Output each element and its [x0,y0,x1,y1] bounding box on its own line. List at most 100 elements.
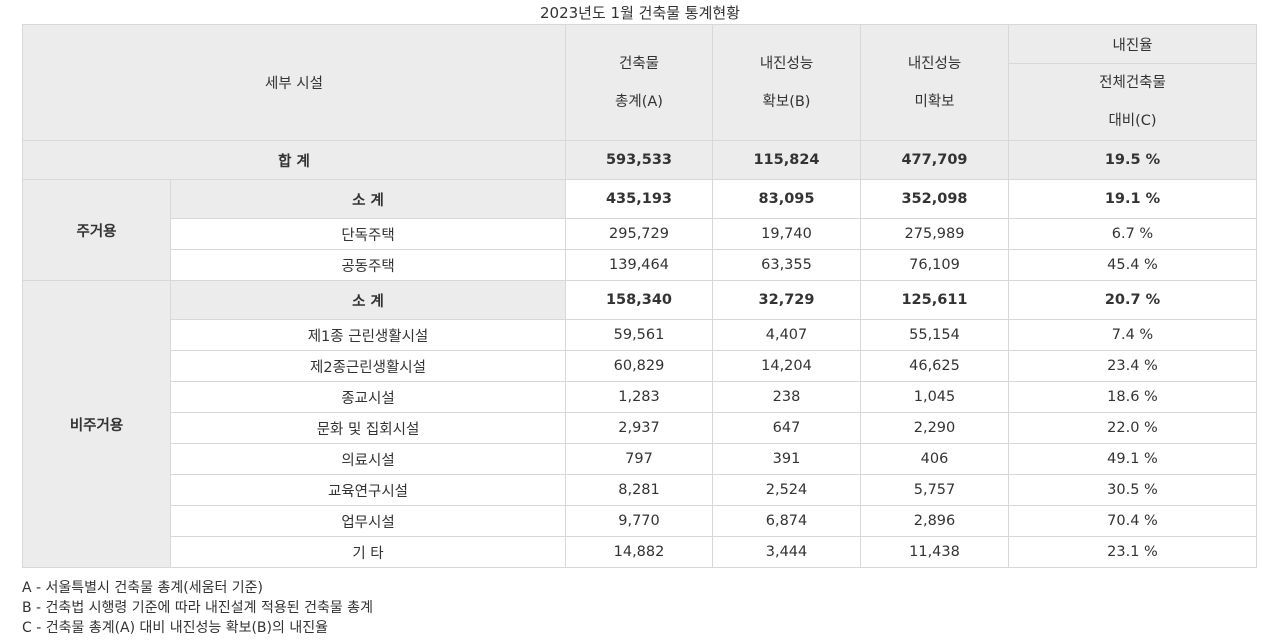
row-label: 문화 및 집회시설 [170,412,566,444]
row-b: 391 [712,443,861,475]
row-rate: 45.4 % [1008,249,1257,281]
header-rate-c-line2: 대비(C) [1108,113,1157,129]
row-rate: 23.4 % [1008,350,1257,382]
category-non-residential: 비주거용 [22,280,171,568]
subtotal-a: 435,193 [565,179,713,219]
row-unsecured: 5,757 [860,474,1009,506]
table-row: 제1종 근린생활시설 59,561 4,407 55,154 7.4 % [23,319,1257,351]
subtotal-label: 소 계 [170,179,566,219]
row-label: 기 타 [170,536,566,568]
table-row: 제2종근린생활시설 60,829 14,204 46,625 23.4 % [23,350,1257,382]
non-residential-subtotal-row: 비주거용 소 계 158,340 32,729 125,611 20.7 % [22,280,1257,568]
row-b: 14,204 [712,350,861,382]
table-row: 문화 및 집회시설 2,937 647 2,290 22.0 % [23,412,1257,444]
total-b: 115,824 [712,140,861,180]
footnotes: A - 서울특별시 건축물 총계(세움터 기준) B - 건축법 시행령 기준에… [22,578,373,638]
header-rate-group: 내진율 [1008,24,1257,64]
row-a: 1,283 [565,381,713,413]
header-unsecured-line2: 미확보 [914,93,955,110]
subtotal-b: 83,095 [712,179,861,219]
row-label: 공동주택 [170,249,566,281]
row-label: 업무시설 [170,505,566,537]
row-label: 종교시설 [170,381,566,413]
row-rate: 23.1 % [1008,536,1257,568]
total-unsecured: 477,709 [860,140,1009,180]
row-label: 제2종근린생활시설 [170,350,566,382]
subtotal-rate: 19.1 % [1008,179,1257,219]
table-row: 단독주택 295,729 19,740 275,989 6.7 % [23,218,1257,250]
header-secured-b-line1: 내진성능 [759,55,814,72]
row-b: 647 [712,412,861,444]
row-a: 60,829 [565,350,713,382]
header-total-a: 건축물 총계(A) [565,24,713,141]
row-unsecured: 11,438 [860,536,1009,568]
row-unsecured: 55,154 [860,319,1009,351]
table-row: 교육연구시설 8,281 2,524 5,757 30.5 % [23,474,1257,506]
total-label: 합 계 [22,140,566,180]
row-rate: 30.5 % [1008,474,1257,506]
category-residential: 주거용 [22,179,171,281]
row-a: 9,770 [565,505,713,537]
subtotal-rate: 20.7 % [1008,280,1257,320]
header-total-a-line2: 총계(A) [615,93,663,110]
row-unsecured: 406 [860,443,1009,475]
row-b: 63,355 [712,249,861,281]
table-row: 업무시설 9,770 6,874 2,896 70.4 % [23,505,1257,537]
page-title: 2023년도 1월 건축물 통계현황 [539,4,741,22]
row-a: 295,729 [565,218,713,250]
subtotal-unsecured: 352,098 [860,179,1009,219]
footnote-a: A - 서울특별시 건축물 총계(세움터 기준) [22,580,264,596]
row-rate: 6.7 % [1008,218,1257,250]
row-rate: 7.4 % [1008,319,1257,351]
subtotal-a: 158,340 [565,280,713,320]
row-a: 8,281 [565,474,713,506]
row-label: 교육연구시설 [170,474,566,506]
table-row: 기 타 14,882 3,444 11,438 23.1 % [23,536,1257,568]
header-unsecured-line1: 내진성능 [907,55,962,72]
footnote-c: C - 건축물 총계(A) 대비 내진성능 확보(B)의 내진율 [22,620,328,636]
row-b: 2,524 [712,474,861,506]
row-label: 제1종 근린생활시설 [170,319,566,351]
total-rate: 19.5 % [1008,140,1257,180]
residential-subtotal-row: 주거용 소 계 435,193 83,095 352,098 19.1 % [22,179,1257,281]
row-rate: 18.6 % [1008,381,1257,413]
row-unsecured: 46,625 [860,350,1009,382]
header-rate-c: 전체건축물 대비(C) [1008,63,1257,141]
row-a: 139,464 [565,249,713,281]
row-b: 6,874 [712,505,861,537]
table-row: 공동주택 139,464 63,355 76,109 45.4 % [23,249,1257,281]
row-a: 59,561 [565,319,713,351]
total-row: 합 계 593,533 115,824 477,709 19.5 % [22,140,1257,180]
header-secured-b: 내진성능 확보(B) [712,24,861,141]
row-a: 797 [565,443,713,475]
subtotal-b: 32,729 [712,280,861,320]
row-b: 19,740 [712,218,861,250]
row-a: 2,937 [565,412,713,444]
table-row: 종교시설 1,283 238 1,045 18.6 % [23,381,1257,413]
header-secured-b-line2: 확보(B) [762,93,811,110]
row-rate: 70.4 % [1008,505,1257,537]
row-b: 238 [712,381,861,413]
row-rate: 22.0 % [1008,412,1257,444]
footnote-b: B - 건축법 시행령 기준에 따라 내진설계 적용된 건축물 총계 [22,600,373,616]
subtotal-label: 소 계 [170,280,566,320]
header-unsecured: 내진성능 미확보 [860,24,1009,141]
header-total-a-line1: 건축물 [618,55,660,72]
building-statistics-table: 세부 시설 건축물 총계(A) 내진성능 확보(B) 내진성능 미확보 내진율 … [22,24,1257,568]
subtotal-unsecured: 125,611 [860,280,1009,320]
row-unsecured: 1,045 [860,381,1009,413]
row-unsecured: 2,290 [860,412,1009,444]
row-unsecured: 76,109 [860,249,1009,281]
row-b: 3,444 [712,536,861,568]
row-unsecured: 2,896 [860,505,1009,537]
row-label: 의료시설 [170,443,566,475]
total-a: 593,533 [565,140,713,180]
row-rate: 49.1 % [1008,443,1257,475]
row-label: 단독주택 [170,218,566,250]
row-unsecured: 275,989 [860,218,1009,250]
header-rate-c-line1: 전체건축물 [1099,75,1166,91]
table-row: 의료시설 797 391 406 49.1 % [23,443,1257,475]
row-a: 14,882 [565,536,713,568]
header-facility: 세부 시설 [22,24,566,141]
row-b: 4,407 [712,319,861,351]
